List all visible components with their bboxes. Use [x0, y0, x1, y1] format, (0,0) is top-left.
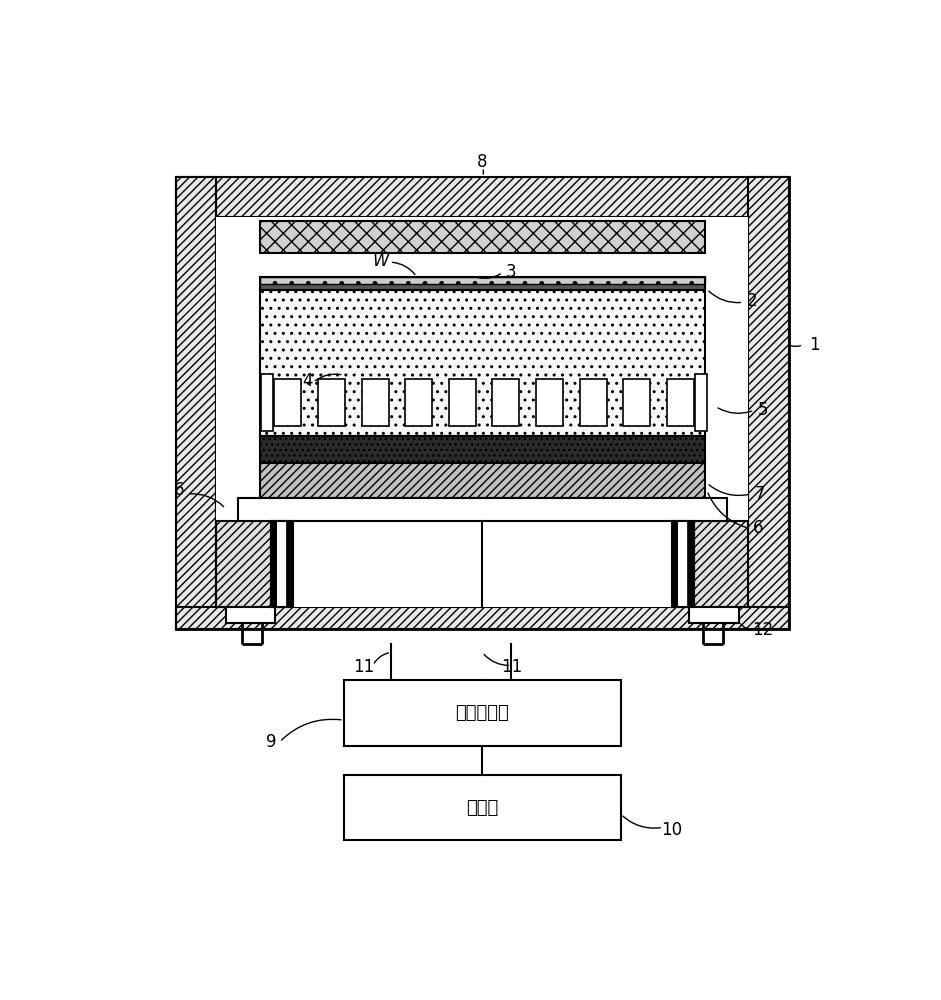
Text: 2: 2 — [747, 292, 758, 310]
Bar — [695, 374, 707, 431]
Bar — [694, 521, 748, 607]
Bar — [687, 521, 694, 607]
Text: W: W — [372, 252, 389, 270]
Text: 3: 3 — [506, 263, 517, 281]
Text: 射频匹配器: 射频匹配器 — [455, 704, 509, 722]
Bar — [216, 217, 748, 607]
Bar — [262, 374, 273, 431]
Bar — [343, 775, 621, 840]
Bar — [176, 177, 789, 217]
Bar — [176, 607, 789, 629]
Text: 6: 6 — [753, 519, 763, 537]
Text: 7: 7 — [754, 485, 765, 503]
Bar — [278, 521, 286, 607]
Bar — [260, 436, 705, 463]
Bar — [748, 177, 789, 629]
Bar — [666, 379, 694, 426]
Bar — [275, 379, 301, 426]
Bar — [238, 498, 726, 521]
Bar — [343, 680, 621, 746]
Text: 1: 1 — [808, 336, 820, 354]
Bar — [176, 177, 216, 629]
Bar — [216, 521, 271, 607]
Bar — [672, 521, 694, 607]
Text: 4: 4 — [302, 372, 312, 390]
Text: 12: 12 — [753, 621, 774, 639]
Bar — [260, 277, 705, 284]
Bar — [406, 379, 432, 426]
Bar — [449, 379, 476, 426]
Bar — [580, 379, 607, 426]
Bar — [492, 379, 519, 426]
Bar — [536, 379, 563, 426]
Text: 11: 11 — [501, 658, 522, 676]
Text: 11: 11 — [354, 658, 375, 676]
Bar — [226, 607, 275, 623]
Bar — [318, 379, 345, 426]
Bar — [678, 521, 687, 607]
Bar — [361, 379, 389, 426]
Bar — [176, 177, 789, 629]
Bar — [690, 607, 739, 623]
Text: 6: 6 — [174, 481, 184, 499]
Text: 10: 10 — [662, 821, 682, 839]
Bar — [271, 521, 278, 607]
Bar — [286, 521, 293, 607]
Bar — [260, 463, 705, 498]
Bar — [260, 284, 705, 290]
Bar — [260, 221, 705, 253]
Text: 5: 5 — [758, 401, 768, 419]
Text: 射频源: 射频源 — [466, 799, 499, 817]
Text: 9: 9 — [265, 733, 276, 751]
Text: 8: 8 — [477, 153, 487, 171]
Bar — [260, 277, 705, 290]
Bar — [260, 290, 705, 436]
Bar — [672, 521, 678, 607]
Bar — [623, 379, 650, 426]
Bar — [271, 521, 293, 607]
